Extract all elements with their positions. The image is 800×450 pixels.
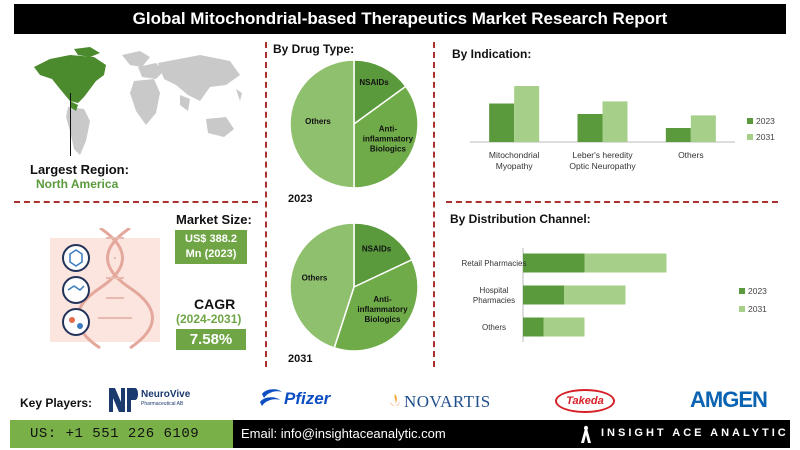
neurovive-logo: NeuroVive Pharmaceutical AB — [107, 386, 202, 416]
pfizer-mark-icon — [260, 389, 282, 406]
distribution-legend-label-2031: 2031 — [748, 304, 767, 314]
takeda-logo: Takeda — [555, 389, 615, 413]
indication-bar-leber-s-heredity-optic-neuropathy-2031 — [602, 101, 628, 142]
market-size-label: Market Size: — [176, 212, 252, 227]
indication-category-label-leber-s-heredity-optic-neuropathy: Leber's heredity Optic Neuropathy — [569, 150, 636, 171]
distribution-category-label-retail-pharmacies: Retail Pharmacies — [462, 259, 527, 268]
distribution-bar-hospital-pharmacies-2031 — [564, 285, 626, 305]
region-pointer-line — [70, 93, 71, 156]
distribution-legend-swatch-2023 — [739, 288, 745, 294]
pie-chart-2023: NSAIDs Anti-inflammatory Biologics Others — [289, 59, 419, 189]
indication-bar-mitochondrial-myopathy-2031 — [514, 86, 540, 142]
novartis-name: NOVARTIS — [404, 392, 491, 411]
novartis-flame-icon — [390, 394, 400, 406]
pfizer-logo: Pfizer — [258, 386, 338, 414]
divider-left-horizontal — [14, 201, 258, 203]
distribution-bar-chart: Retail Pharmacies Hospital Pharmacies Other… — [462, 248, 767, 342]
pie-slice-others — [289, 222, 355, 349]
distribution-bar-others-2023 — [523, 317, 544, 337]
distribution-bar-others-2031 — [543, 317, 585, 337]
cagr-label: CAGR — [194, 296, 236, 312]
molecule-icons — [62, 244, 90, 336]
market-size-year: Mn (2023) — [185, 248, 237, 260]
indication-legend-label-2031: 2031 — [756, 132, 775, 142]
distribution-category-label-others: Others — [482, 323, 506, 332]
divider-right-horizontal — [446, 201, 778, 203]
indication-legend-swatch-2031 — [747, 134, 753, 140]
insightace-logo-icon — [581, 425, 591, 443]
pie-label-nsaids: NSAIDs — [362, 245, 392, 254]
indication-legend-label-2023: 2023 — [756, 116, 775, 126]
pie-slice-nsaids — [353, 222, 413, 289]
pie-year-2023: 2023 — [288, 193, 313, 205]
cagr-period: (2024-2031) — [176, 312, 242, 326]
dna-rungs — [98, 237, 132, 319]
map-land — [66, 51, 242, 155]
distribution-category-label-hospital-pharmacies: Hospital Pharmacies — [473, 286, 515, 305]
distribution-legend-swatch-2031 — [739, 306, 745, 312]
page-title: Global Mitochondrial-based Therapeutics … — [14, 4, 786, 34]
distribution-bar-hospital-pharmacies-2023 — [523, 285, 564, 305]
pie-label-others: Others — [305, 117, 331, 126]
pie-slice-nsaids — [353, 59, 407, 126]
distribution-bar-retail-pharmacies-2023 — [523, 253, 585, 273]
footer-email[interactable]: Email: info@insightaceanalytic.com — [241, 426, 446, 441]
pie-label-anti-inflammatory-biologics: Anti-inflammatory Biologics — [363, 124, 414, 153]
divider-left — [265, 42, 267, 367]
pfizer-name: Pfizer — [284, 389, 331, 408]
drug-type-heading: By Drug Type: — [273, 42, 355, 56]
indication-heading: By Indication: — [452, 47, 532, 61]
indication-bar-chart: Mitochondrial Myopathy Leber's heredity Opt… — [470, 86, 775, 171]
footer-contact-bar: Email: info@insightaceanalytic.com INSIG… — [233, 420, 790, 448]
pie-label-anti-inflammatory-biologics: Anti-inflammatory Biologics — [357, 295, 408, 324]
cagr-value: 7.58% — [176, 329, 246, 350]
footer-brand: INSIGHT ACE ANALYTIC — [601, 427, 789, 439]
pie-label-others: Others — [302, 274, 328, 283]
takeda-name: Takeda — [566, 395, 604, 407]
key-players-label: Key Players: — [20, 396, 93, 410]
indication-legend-swatch-2023 — [747, 118, 753, 124]
market-size-value: US$ 388.2 — [185, 233, 237, 245]
largest-region-value: North America — [36, 177, 119, 191]
amgen-logo: AMGEN — [690, 387, 780, 413]
footer-phone[interactable]: US: +1 551 226 6109 — [10, 420, 233, 448]
pie-slice-others — [289, 59, 355, 189]
pie-label-nsaids: NSAIDs — [359, 78, 389, 87]
pie-year-2031: 2031 — [288, 353, 313, 365]
neurovive-mark-icon — [109, 388, 138, 412]
indication-category-label-mitochondrial-myopathy: Mitochondrial Myopathy — [489, 150, 540, 171]
novartis-logo: NOVARTIS — [388, 391, 498, 413]
market-size-box: US$ 388.2 Mn (2023) — [175, 230, 247, 264]
map-north-america — [34, 47, 106, 111]
largest-region-label: Largest Region: — [30, 162, 129, 177]
distribution-heading: By Distribution Channel: — [450, 212, 591, 226]
pie-slice-anti-inflammatory-biologics — [333, 258, 419, 352]
indication-bar-others-2023 — [665, 128, 691, 142]
indication-category-label-others: Others — [678, 150, 704, 160]
indication-bar-others-2031 — [690, 115, 716, 142]
distribution-bar-retail-pharmacies-2031 — [584, 253, 667, 273]
world-map — [34, 47, 242, 155]
pie-slice-anti-inflammatory-biologics — [353, 85, 419, 189]
dna-illustration — [50, 228, 160, 350]
amgen-name: AMGEN — [690, 387, 768, 412]
pie-chart-2031: NSAIDs Anti-inflammatory Biologics Others — [289, 222, 419, 352]
neurovive-name: NeuroVive — [141, 389, 191, 400]
divider-right — [433, 42, 435, 367]
neurovive-subtitle: Pharmaceutical AB — [141, 401, 184, 407]
distribution-legend-label-2023: 2023 — [748, 286, 767, 296]
indication-bar-mitochondrial-myopathy-2023 — [489, 103, 515, 142]
indication-bar-leber-s-heredity-optic-neuropathy-2023 — [577, 114, 603, 142]
